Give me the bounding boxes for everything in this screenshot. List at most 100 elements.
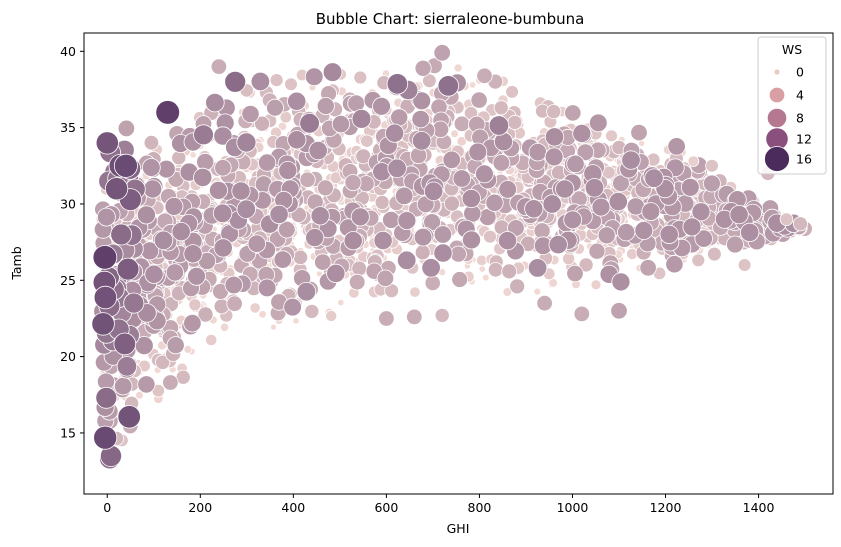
bubble-point <box>542 194 562 214</box>
bubble-point <box>189 151 197 159</box>
bubble-point <box>644 168 664 188</box>
bubble-point <box>501 263 518 280</box>
plot-frame <box>83 32 834 495</box>
bubble-point <box>283 297 302 317</box>
bubble-point <box>91 312 115 336</box>
x-tick-label: 600 <box>374 500 398 515</box>
bubble-point <box>536 295 553 312</box>
bubble-point <box>481 273 490 282</box>
bubble-point <box>449 245 467 263</box>
bubble-point <box>247 234 266 253</box>
bubble-point <box>474 164 494 184</box>
bubble-point <box>485 193 504 212</box>
bubble-point <box>116 356 138 377</box>
bubble-point <box>437 75 460 97</box>
bubble-point <box>423 181 444 202</box>
bubble-point <box>269 204 289 224</box>
legend-title: WS <box>782 42 802 57</box>
bubble-point <box>308 141 328 161</box>
bubble-point <box>343 231 363 251</box>
bubble-point <box>453 115 471 133</box>
bubble-point <box>588 242 606 260</box>
bubble-point <box>453 63 463 73</box>
bubble-point <box>110 223 133 246</box>
legend-marker <box>773 68 781 76</box>
bubble-point <box>372 96 391 116</box>
bubble-point <box>497 231 518 251</box>
bubble-point <box>164 196 184 216</box>
bubble-point <box>434 307 450 323</box>
bubble-point <box>331 115 350 134</box>
y-axis-title: Tamb <box>9 246 24 280</box>
bubble-point <box>137 375 156 394</box>
legend-marker <box>766 107 788 129</box>
bubble-point <box>487 262 504 278</box>
bubble-point <box>492 154 511 172</box>
legend-marker <box>764 146 790 172</box>
bubble-point <box>196 152 215 171</box>
bubble-point <box>344 174 362 192</box>
bubble-point <box>220 322 230 332</box>
bubble-point <box>433 225 453 244</box>
bubble-point <box>353 70 368 85</box>
bubble-point <box>141 158 161 177</box>
bubble-point <box>544 147 564 167</box>
bubble-point <box>611 272 631 292</box>
bubble-point <box>315 270 323 278</box>
bubble-point <box>505 85 519 99</box>
bubble-point <box>326 263 346 283</box>
bubble-point <box>528 142 548 162</box>
bubble-point <box>337 298 345 307</box>
y-tick-label: 30 <box>60 196 76 211</box>
bubble-point <box>266 98 284 117</box>
bubble-point <box>249 302 261 314</box>
bubble-point <box>384 123 405 143</box>
bubble-point <box>269 73 284 87</box>
bubble-point <box>572 124 592 144</box>
bubble-point <box>171 222 191 242</box>
bubble-point <box>117 405 141 429</box>
bubble-point <box>277 220 296 239</box>
bubble-point <box>694 229 713 248</box>
bubble-point <box>351 109 372 129</box>
bubble-point <box>665 255 684 274</box>
x-tick-label: 1000 <box>557 500 589 515</box>
bubble-point <box>212 203 233 224</box>
bubble-point <box>634 221 654 240</box>
bubble-point <box>292 317 300 325</box>
y-tick-label: 25 <box>60 273 76 288</box>
bubble-point <box>278 160 298 180</box>
bubble-point <box>533 287 542 296</box>
bubble-point <box>210 58 228 75</box>
bubble-point <box>188 298 202 312</box>
bubble-point <box>292 249 309 266</box>
bubble-point <box>703 174 721 193</box>
legend-label: 8 <box>796 111 804 126</box>
bubble-point <box>546 104 562 120</box>
bubble-point <box>93 285 118 310</box>
bubble-point <box>250 71 271 92</box>
bubble-point <box>117 119 136 138</box>
x-tick-label: 0 <box>103 500 111 515</box>
bubble-point <box>325 309 338 322</box>
bubble-point <box>171 150 187 166</box>
y-tick-label: 35 <box>60 120 76 135</box>
bubble-point <box>740 222 760 242</box>
bubble-point <box>155 354 171 370</box>
bubble-point <box>451 271 469 288</box>
bubble-point <box>588 113 608 133</box>
bubble-point <box>257 153 277 172</box>
bubble-point <box>639 259 657 277</box>
bubble-point <box>779 212 794 227</box>
bubble-point <box>478 265 486 273</box>
bubble-point <box>566 154 585 174</box>
bubble-point <box>564 104 582 122</box>
bubble-point <box>236 199 257 219</box>
bubble-point <box>527 258 548 278</box>
bubble-point <box>442 150 461 170</box>
bubble-point <box>304 67 324 87</box>
legend-marker <box>768 86 786 104</box>
bubble-point <box>424 274 441 292</box>
bubble-point <box>578 257 594 273</box>
bubble-point <box>406 308 423 326</box>
